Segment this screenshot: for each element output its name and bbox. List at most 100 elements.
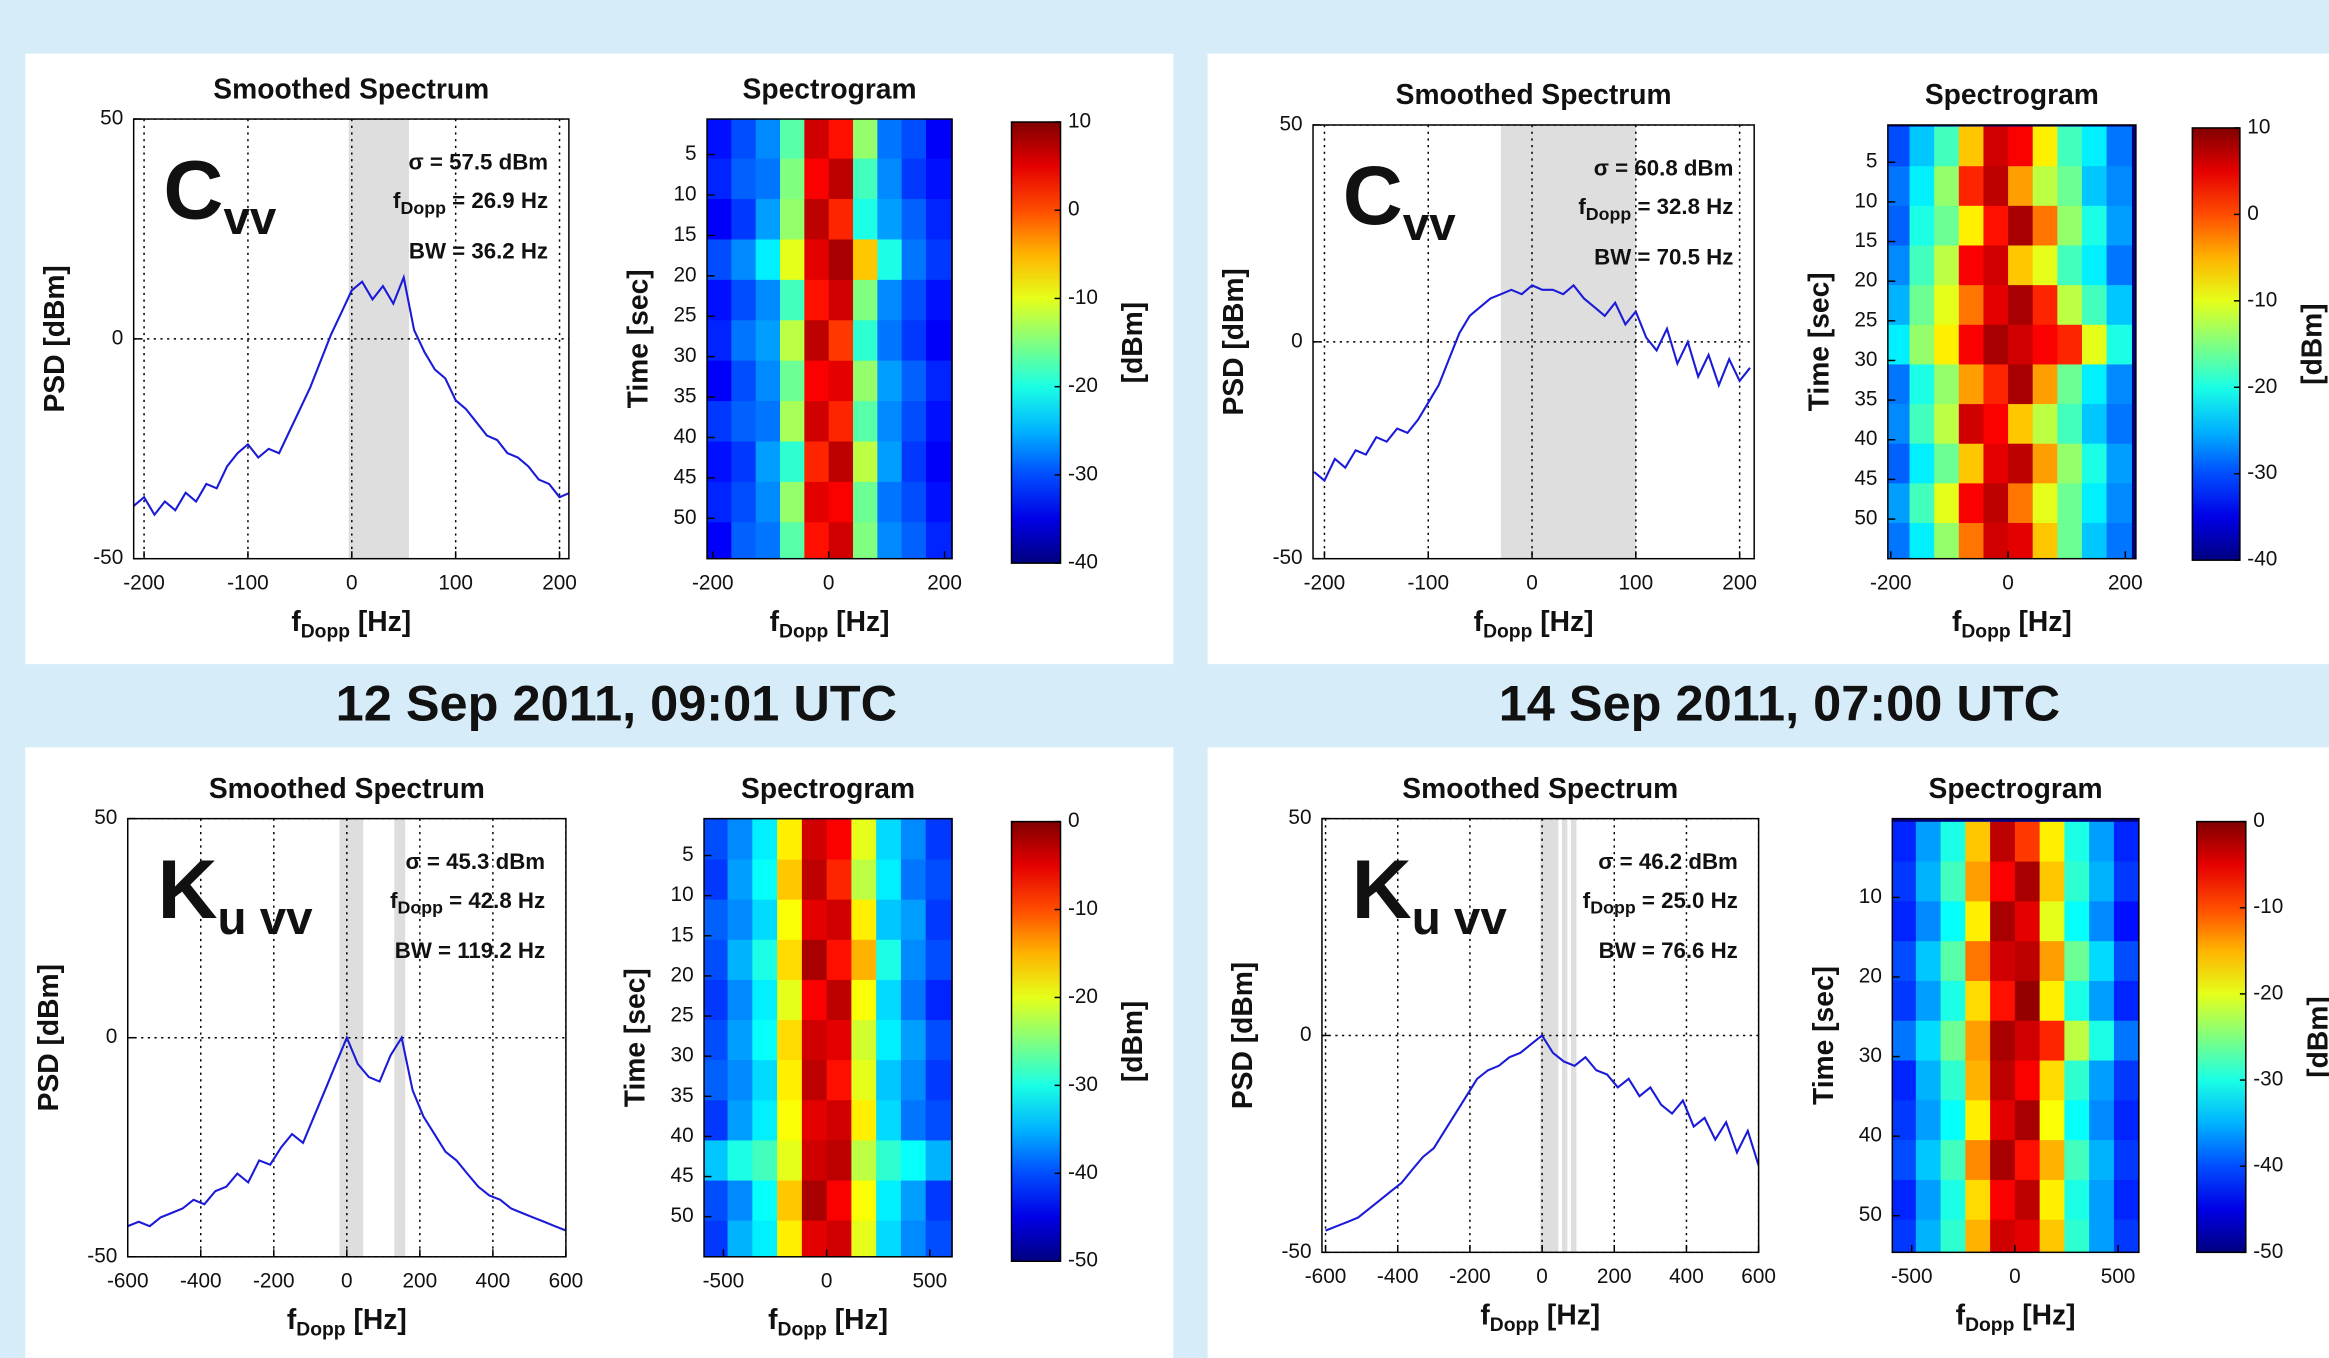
- y-tick-label: 5: [682, 843, 694, 866]
- heatmap-cell: [731, 279, 757, 322]
- y-tick-label: 45: [671, 1164, 694, 1187]
- channel-label-main: C: [1343, 149, 1403, 242]
- heatmap-cell: [2032, 523, 2059, 559]
- heatmap-cell: [876, 859, 902, 901]
- heatmap-cell: [731, 320, 757, 362]
- heatmap-cell: [2089, 1140, 2115, 1181]
- y-tick-label: 40: [673, 425, 696, 448]
- plot-area: [1892, 818, 2139, 1253]
- y-tick-label: 35: [1854, 388, 1877, 411]
- heatmap-cell: [876, 819, 902, 861]
- heatmap-cell: [851, 899, 877, 941]
- heatmap-cell: [2008, 205, 2034, 247]
- heatmap-cell: [707, 279, 733, 322]
- heatmap-cell: [801, 1220, 828, 1257]
- fdopp-label-sub: Dopp: [1586, 204, 1632, 224]
- heatmap-cell: [2014, 901, 2041, 942]
- heatmap-cell: [828, 199, 854, 241]
- fdopp-label-main: f: [1578, 194, 1586, 219]
- heatmap-cell: [877, 360, 903, 402]
- heatmap-cell: [1934, 443, 1960, 485]
- heatmap-cell: [777, 1100, 803, 1142]
- heatmap-cell: [2039, 1219, 2066, 1253]
- heatmap-cell: [2113, 941, 2139, 982]
- heatmap-cell: [1990, 821, 2016, 863]
- heatmap-cell: [780, 119, 806, 160]
- colorbar-tick-label: -40: [1068, 1161, 1098, 1184]
- heatmap-cell: [853, 199, 879, 241]
- colorbar-tick-label: -10: [1068, 897, 1098, 920]
- x-axis-label-main: f: [768, 1304, 778, 1336]
- x-axis-label-main: f: [1480, 1299, 1490, 1331]
- heatmap-cell: [1940, 901, 1967, 942]
- heatmap-cell: [925, 1060, 952, 1102]
- heatmap-cell: [2008, 285, 2034, 326]
- heatmap-cell: [1909, 483, 1935, 524]
- y-tick-label: -50: [87, 1244, 117, 1267]
- heatmap-cell: [1892, 861, 1917, 903]
- heatmap-cell: [704, 1020, 729, 1061]
- heatmap-cell: [1990, 861, 2016, 903]
- sigma-label: σ = 46.2 dBm: [1598, 849, 1738, 874]
- heatmap-cell: [853, 360, 879, 402]
- heatmap-cell: [780, 279, 806, 322]
- heatmap-cell: [2057, 404, 2083, 445]
- y-axis-label: PSD [dBm]: [38, 265, 70, 412]
- heatmap-cell: [2057, 205, 2083, 247]
- x-tick-label: 0: [821, 1270, 833, 1293]
- y-axis-label: Time [sec]: [622, 269, 654, 408]
- heatmap-cell: [752, 1100, 778, 1142]
- heatmap-cell: [755, 279, 781, 322]
- plot-area: [1321, 818, 1759, 1253]
- plot-title: Smoothed Spectrum: [209, 772, 485, 804]
- heatmap-cell: [1934, 483, 1960, 524]
- y-tick-label: 20: [1854, 269, 1877, 292]
- heatmap-cell: [801, 1060, 828, 1102]
- colorbar-tick-label: -50: [2253, 1240, 2283, 1263]
- fdopp-label-sub: Dopp: [400, 198, 446, 218]
- y-tick-label: 0: [112, 326, 124, 349]
- heatmap-cell: [2064, 1060, 2090, 1102]
- heatmap-cell: [1965, 1100, 1991, 1141]
- heatmap-cell: [2032, 324, 2059, 366]
- colorbar-tick-label: 0: [2253, 809, 2265, 832]
- heatmap-cell: [2008, 364, 2034, 405]
- heatmap-cell: [2057, 166, 2083, 207]
- fdopp-label: fDopp = 32.8 Hz: [1578, 194, 1733, 223]
- x-tick-label: -400: [180, 1270, 222, 1293]
- y-axis-label: Time [sec]: [619, 968, 651, 1107]
- y-tick-label: 35: [673, 385, 696, 408]
- x-axis-label-sub: Dopp: [1490, 1315, 1539, 1336]
- heatmap-cell: [2081, 364, 2108, 405]
- heatmap-cell: [731, 199, 757, 241]
- heatmap-cell: [2081, 126, 2108, 167]
- heatmap-cell: [2089, 1219, 2115, 1253]
- bandwidth-band: [339, 818, 364, 1257]
- heatmap-cell: [926, 239, 952, 281]
- heatmap-cell: [2064, 901, 2090, 942]
- y-tick-label: 5: [1866, 150, 1878, 173]
- channel-label: Ku vv: [1352, 843, 1508, 945]
- heatmap-cell: [704, 939, 729, 981]
- x-axis-label: fDopp [Hz]: [287, 1304, 407, 1341]
- y-tick-label: 10: [671, 883, 694, 906]
- heatmap-cell: [801, 859, 828, 901]
- heatmap-cell: [826, 859, 853, 901]
- heatmap-cell: [876, 1180, 902, 1222]
- heatmap-cell: [900, 819, 927, 861]
- x-axis-label-main: f: [291, 605, 301, 637]
- colorbar-tick-label: -30: [1068, 1073, 1098, 1096]
- heatmap-cell: [901, 441, 927, 483]
- channel-label-main: K: [1352, 843, 1412, 936]
- heatmap-cell: [876, 1220, 902, 1257]
- plot-area: [704, 818, 953, 1257]
- heatmap-cell: [2081, 245, 2108, 286]
- heatmap-cell: [828, 320, 854, 362]
- heatmap-cell: [727, 859, 754, 901]
- plot-area: [127, 818, 566, 1257]
- heatmap-cell: [755, 199, 781, 241]
- x-tick-label: 200: [542, 571, 577, 594]
- heatmap-cell: [727, 979, 754, 1021]
- heatmap-cell: [731, 119, 757, 160]
- heatmap-cell: [780, 401, 806, 443]
